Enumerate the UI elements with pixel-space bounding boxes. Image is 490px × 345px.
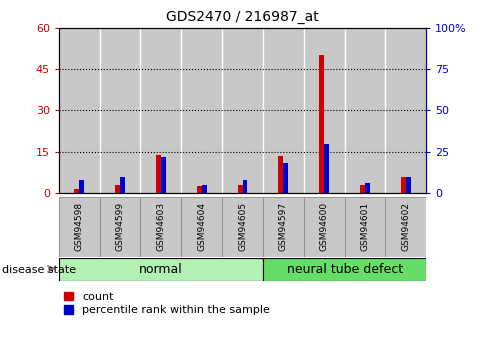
Bar	[141, 28, 181, 193]
Bar	[99, 28, 141, 193]
FancyBboxPatch shape	[141, 197, 181, 257]
Text: GSM94598: GSM94598	[74, 202, 84, 252]
FancyBboxPatch shape	[99, 197, 141, 257]
Bar	[283, 164, 288, 193]
Legend: count, percentile rank within the sample: count, percentile rank within the sample	[64, 292, 270, 315]
Bar	[324, 144, 329, 193]
FancyBboxPatch shape	[263, 197, 304, 257]
Text: neural tube defect: neural tube defect	[287, 263, 403, 276]
FancyBboxPatch shape	[59, 258, 263, 281]
Bar	[365, 183, 370, 193]
Bar	[243, 180, 247, 193]
Text: disease state: disease state	[2, 265, 76, 275]
Bar	[319, 55, 324, 193]
Bar	[278, 156, 283, 193]
Text: GSM94605: GSM94605	[238, 202, 247, 252]
Text: GSM94599: GSM94599	[116, 202, 124, 252]
Text: GSM94603: GSM94603	[156, 202, 166, 252]
Bar	[202, 185, 207, 193]
FancyBboxPatch shape	[222, 197, 263, 257]
FancyBboxPatch shape	[59, 197, 99, 257]
Bar	[401, 177, 406, 193]
FancyBboxPatch shape	[344, 197, 386, 257]
Text: GSM94604: GSM94604	[197, 202, 206, 252]
Bar	[115, 185, 120, 193]
FancyBboxPatch shape	[181, 197, 222, 257]
Bar	[222, 28, 263, 193]
Bar	[79, 180, 84, 193]
Text: GSM94602: GSM94602	[401, 202, 411, 252]
Bar	[74, 189, 79, 193]
Bar	[406, 177, 411, 193]
Text: GSM94601: GSM94601	[361, 202, 369, 252]
Bar	[238, 185, 243, 193]
Text: normal: normal	[139, 263, 183, 276]
FancyBboxPatch shape	[386, 197, 426, 257]
Bar	[156, 155, 161, 193]
Text: GSM94597: GSM94597	[279, 202, 288, 252]
Bar	[161, 157, 166, 193]
Bar	[304, 28, 344, 193]
Bar	[344, 28, 386, 193]
FancyBboxPatch shape	[263, 258, 426, 281]
Title: GDS2470 / 216987_at: GDS2470 / 216987_at	[166, 10, 319, 24]
Bar	[263, 28, 304, 193]
Bar	[120, 177, 125, 193]
Bar	[181, 28, 222, 193]
Text: GSM94600: GSM94600	[319, 202, 329, 252]
Bar	[197, 186, 202, 193]
FancyBboxPatch shape	[304, 197, 344, 257]
Bar	[360, 185, 365, 193]
Bar	[59, 28, 99, 193]
Bar	[386, 28, 426, 193]
